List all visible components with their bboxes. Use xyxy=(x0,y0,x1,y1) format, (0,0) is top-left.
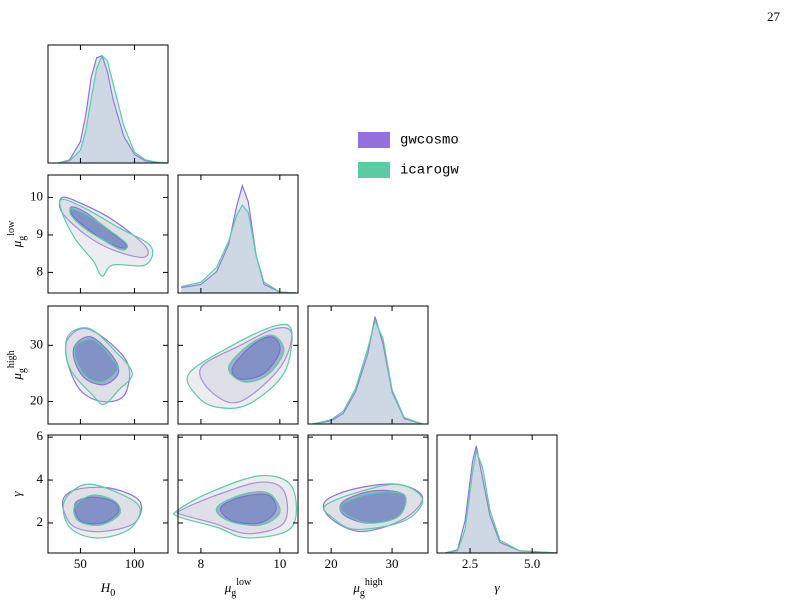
y-axis-label: μghigh xyxy=(6,350,28,380)
x-tick-label: 20 xyxy=(325,556,338,571)
marginal-line xyxy=(445,448,558,554)
contour-outer xyxy=(186,323,293,409)
x-tick-label: 50 xyxy=(74,556,87,571)
marginal-fill xyxy=(312,321,423,424)
marginal-line xyxy=(445,445,558,554)
contour-inner xyxy=(339,491,407,524)
y-tick-label: 10 xyxy=(30,188,43,203)
label-symbol: μ xyxy=(224,580,232,595)
panel-frame xyxy=(307,305,429,425)
marginal-line xyxy=(312,319,423,425)
label-symbol: μ xyxy=(9,240,24,248)
label-symbol: γ xyxy=(9,491,24,497)
marginal-fill xyxy=(181,205,296,293)
y-tick-label: 8 xyxy=(37,263,44,278)
y-tick-label: 30 xyxy=(30,336,43,351)
x-tick-label: 8 xyxy=(198,556,205,571)
contour-outer xyxy=(59,198,154,277)
y-axis-label: μglow xyxy=(6,220,28,248)
marginal-fill xyxy=(312,316,423,424)
label-sup: low xyxy=(236,577,252,588)
contour-outer xyxy=(199,327,293,404)
x-tick-label: 5.0 xyxy=(524,556,540,571)
contour-inner xyxy=(227,334,285,383)
page-number: 27 xyxy=(767,9,781,24)
label-sup: high xyxy=(365,577,383,588)
x-tick-label: 10 xyxy=(273,556,286,571)
x-tick-label: 2.5 xyxy=(462,556,478,571)
panel-frame xyxy=(307,434,429,554)
y-tick-label: 9 xyxy=(37,226,44,241)
panel-frame xyxy=(436,434,558,554)
label-symbol: H xyxy=(100,580,111,595)
label-sup: low xyxy=(6,220,17,236)
marginal-line xyxy=(58,54,167,164)
contour-inner xyxy=(231,336,281,380)
legend: gwcosmo icarogw xyxy=(358,132,459,179)
label-sub: g xyxy=(231,588,236,599)
panel-frame xyxy=(177,174,299,294)
marginal-line xyxy=(181,203,296,294)
contour-outer xyxy=(62,483,141,539)
marginal-fill xyxy=(58,55,167,163)
panel-frame xyxy=(47,434,169,554)
contour-inner xyxy=(73,338,119,383)
contour-outer xyxy=(173,474,297,539)
contour-outer xyxy=(64,327,133,406)
x-axis-label: γ xyxy=(494,580,500,595)
label-symbol: μ xyxy=(352,580,360,595)
marginal-fill xyxy=(445,451,557,553)
panel-frame xyxy=(47,44,169,164)
marginal-line xyxy=(181,183,296,294)
legend-label: icarogw xyxy=(400,163,459,179)
x-axis-label: H0 xyxy=(100,580,115,599)
contour-inner xyxy=(69,208,128,251)
x-tick-label: 30 xyxy=(386,556,399,571)
label-symbol: μ xyxy=(9,373,24,381)
legend-label: gwcosmo xyxy=(400,133,459,149)
label-sub: g xyxy=(360,588,365,599)
contour-outer xyxy=(176,481,289,535)
x-axis-label: μghigh xyxy=(352,577,382,599)
label-sub: 0 xyxy=(110,588,115,599)
contour-inner xyxy=(69,206,128,249)
marginal-fill xyxy=(58,55,167,163)
panel-frame xyxy=(177,305,299,425)
contour-inner xyxy=(73,494,121,526)
label-sup: high xyxy=(6,350,17,368)
legend-swatch xyxy=(358,132,390,148)
contour-inner xyxy=(219,493,277,525)
x-axis-label: μglow xyxy=(224,577,252,599)
marginal-fill xyxy=(445,445,557,553)
y-tick-label: 4 xyxy=(37,471,44,486)
contour-inner xyxy=(72,335,120,386)
marginal-line xyxy=(58,54,167,164)
contour-outer xyxy=(322,483,424,533)
label-sub: g xyxy=(17,236,28,241)
panel-frame xyxy=(47,174,169,294)
legend-swatch xyxy=(358,162,390,178)
contour-inner xyxy=(215,491,281,527)
y-tick-label: 2 xyxy=(37,514,44,529)
y-tick-label: 20 xyxy=(30,393,43,408)
y-tick-label: 6 xyxy=(37,428,44,443)
label-sub: g xyxy=(17,368,28,373)
y-axis-label: γ xyxy=(9,491,24,497)
label-symbol: γ xyxy=(494,580,500,595)
panel-frame xyxy=(47,305,169,425)
contour-inner xyxy=(73,496,120,525)
x-tick-label: 100 xyxy=(125,556,145,571)
panel-frame xyxy=(177,434,299,554)
marginal-fill xyxy=(181,185,296,293)
